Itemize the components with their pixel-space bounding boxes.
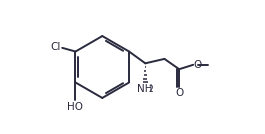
Text: O: O (194, 60, 202, 70)
Text: O: O (175, 88, 183, 98)
Text: HO: HO (68, 102, 83, 112)
Text: NH: NH (137, 84, 152, 94)
Text: Cl: Cl (50, 42, 61, 52)
Text: 2: 2 (149, 85, 154, 94)
